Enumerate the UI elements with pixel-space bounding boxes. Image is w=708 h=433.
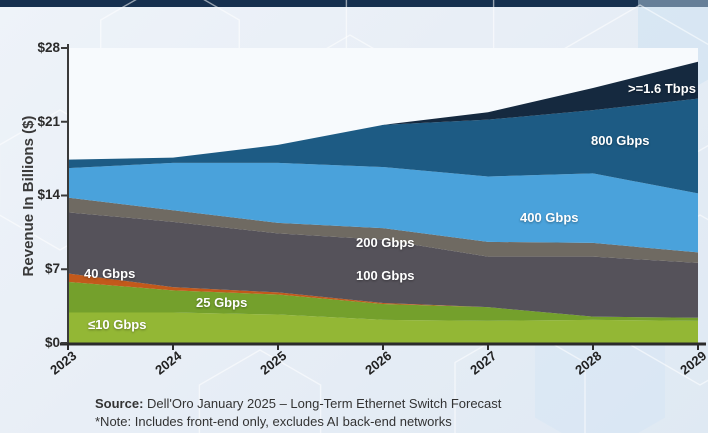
- y-tick-label: $7: [44, 261, 60, 276]
- top-accent-bar: [0, 0, 708, 7]
- source-line: Source: Dell'Oro January 2025 – Long-Ter…: [95, 395, 501, 413]
- y-tick-label: $28: [37, 40, 60, 55]
- series-label-100-gbps: 100 Gbps: [356, 268, 415, 283]
- note-line: *Note: Includes front-end only, excludes…: [95, 413, 452, 429]
- series-label-le10-gbps: ≤10 Gbps: [88, 317, 147, 332]
- source-label: Source:: [95, 396, 144, 411]
- stacked-area-plot: [60, 44, 706, 350]
- y-tick-label: $0: [44, 335, 60, 350]
- series-label-800-gbps: 800 Gbps: [591, 133, 650, 148]
- series-label-1-6-tbps: >=1.6 Tbps: [628, 81, 696, 96]
- source-note: Source: Dell'Oro January 2025 – Long-Ter…: [95, 395, 501, 430]
- series-label-25-gbps: 25 Gbps: [196, 295, 248, 310]
- y-tick-label: $14: [37, 187, 60, 202]
- y-tick-label: $21: [37, 114, 60, 129]
- series-label-40-gbps: 40 Gbps: [84, 266, 136, 281]
- series-label-400-gbps: 400 Gbps: [520, 210, 579, 225]
- series-label-200-gbps: 200 Gbps: [356, 235, 415, 250]
- source-text: Dell'Oro January 2025 – Long-Term Ethern…: [143, 396, 502, 411]
